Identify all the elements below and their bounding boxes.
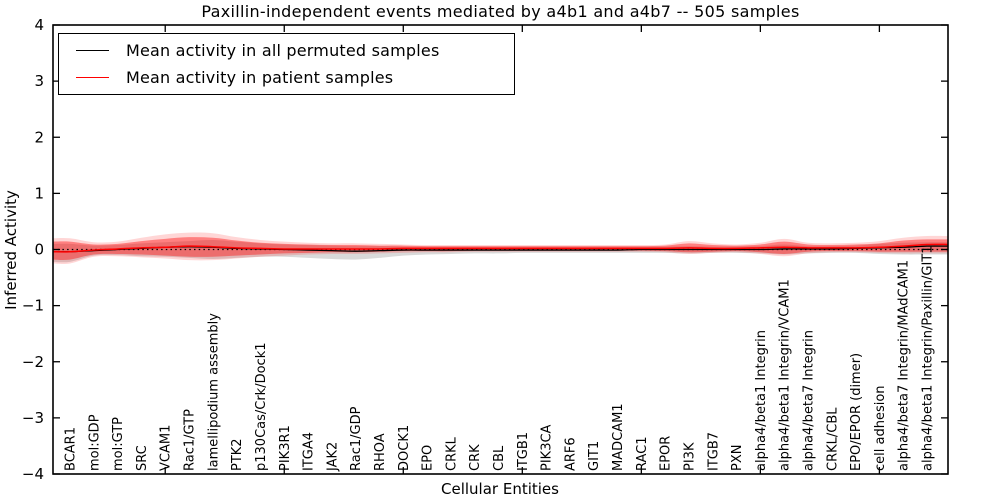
x-category-label: Rac1/GTP [183,409,198,471]
x-category-label: p130Cas/Crk/Dock1 [254,342,269,471]
patient-line-swatch [76,76,109,78]
x-category-label: PIK3CA [540,424,555,471]
x-category-label: Rac1/GDP [349,406,364,471]
x-category-label: cell adhesion [873,385,888,471]
legend: Mean activity in all permuted samples Me… [58,33,515,95]
patient-mean-line [53,243,948,253]
x-category-label: ITGA4 [302,432,317,471]
x-category-label: ITGB7 [706,432,721,471]
y-tick-label: 1 [34,184,44,202]
x-category-label: RAC1 [635,436,650,471]
y-tick-label: −2 [22,353,44,371]
x-category-label: CRKL [444,436,459,471]
x-category-label: CBL [492,445,507,471]
x-category-label: ITGB1 [516,432,531,471]
x-category-label: mol:GDP [87,414,102,471]
x-axis-label: Cellular Entities [441,480,559,498]
x-category-label: JAK2 [325,442,340,472]
x-category-label: GIT1 [587,441,602,471]
x-category-label: PIK3R1 [278,425,293,471]
permuted-range-band [53,239,948,263]
x-category-label: alpha4/beta1 Integrin [754,330,769,471]
x-category-label: EPO [421,445,436,471]
x-category-label: PI3K [682,442,697,471]
legend-label-permuted: Mean activity in all permuted samples [126,41,440,61]
y-tick-label: −4 [22,465,44,483]
y-tick-label: −3 [22,409,44,427]
x-category-label: DOCK1 [397,425,412,471]
x-category-label: ARF6 [563,437,578,471]
x-category-label: CRK [468,444,483,471]
x-category-label: RHOA [373,433,388,471]
x-category-label: alpha4/beta1 Integrin/VCAM1 [778,279,793,471]
x-category-label: mol:GTP [111,417,126,471]
y-tick-label: 0 [34,241,44,259]
x-category-label: CRKL/CBL [825,407,840,471]
permuted-line-swatch [76,50,109,52]
x-category-label: alpha4/beta7 Integrin [801,330,816,471]
x-category-label: alpha4/beta7 Integrin/MAdCAM1 [897,260,912,471]
x-category-label: SRC [135,445,150,471]
x-category-label: alpha4/beta1 Integrin/Paxillin/GIT1 [921,245,936,471]
x-category-label: PTK2 [230,438,245,471]
y-tick-label: 2 [34,128,44,146]
y-tick-label: 4 [34,16,44,34]
legend-item-patient: Mean activity in patient samples [59,68,514,87]
y-tick-label: 3 [34,72,44,90]
x-category-label: VCAM1 [159,425,174,471]
x-category-label: EPO/EPOR (dimer) [849,353,864,471]
x-category-label: MADCAM1 [611,403,626,471]
x-category-label: BCAR1 [64,427,79,471]
y-tick-label: −1 [22,297,44,315]
legend-label-patient: Mean activity in patient samples [126,67,394,87]
legend-item-permuted: Mean activity in all permuted samples [59,41,514,60]
chart-title: Paxillin-independent events mediated by … [201,2,800,21]
x-category-label: EPOR [659,436,674,471]
x-category-label: lamellipodium assembly [206,313,221,471]
x-category-label: PXN [730,445,745,471]
